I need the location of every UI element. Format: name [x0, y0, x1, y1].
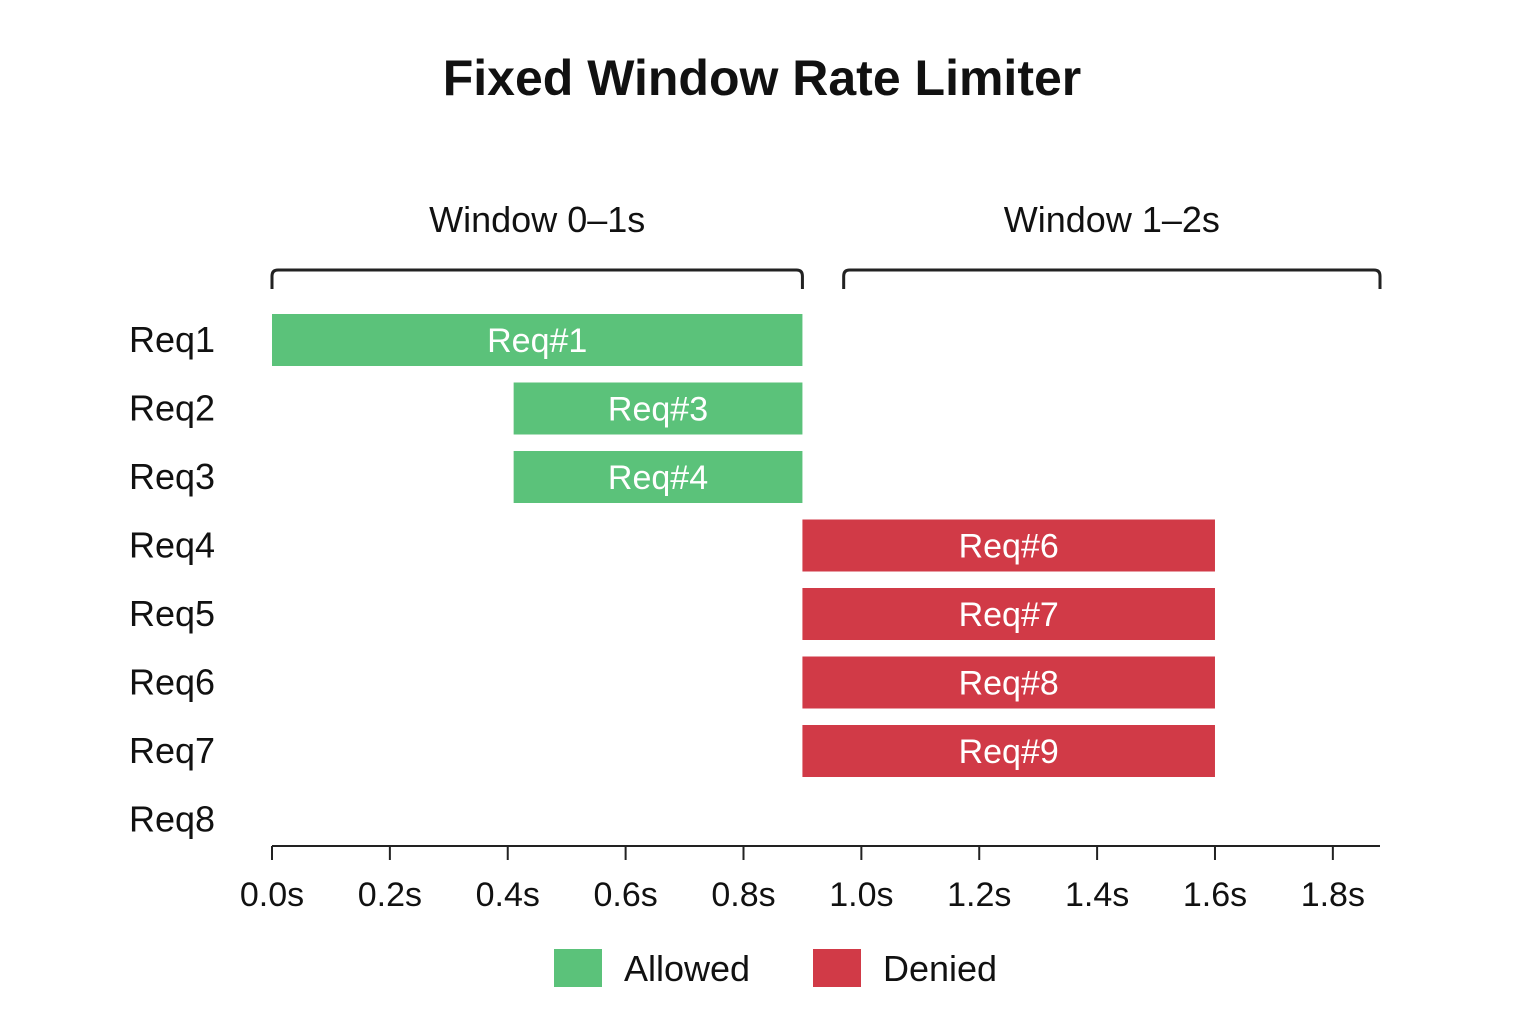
bar-allowed — [513, 451, 803, 503]
legend-label: Allowed — [624, 948, 750, 989]
legend: Allowed Denied — [554, 948, 997, 989]
x-tick-label: 0.6s — [593, 876, 657, 914]
bar-denied — [802, 519, 1215, 572]
row-labels: Req1 Req2 Req3 Req4 Req5 Req6 Req7 Req8 — [129, 319, 215, 840]
chart-title: Fixed Window Rate Limiter — [443, 50, 1082, 106]
bar-denied — [802, 588, 1215, 640]
row-label: Req4 — [129, 525, 215, 566]
row-label: Req8 — [129, 799, 215, 840]
x-tick-label: 0.4s — [476, 876, 540, 914]
row-label: Req2 — [129, 388, 215, 429]
x-tick-label: 0.2s — [358, 876, 422, 914]
x-axis: 0.0s 0.2s 0.4s 0.6s 0.8s 1.0s 1.2s 1.4s 1.6s 1.8s — [240, 845, 1380, 914]
window-bracket — [842, 268, 1382, 289]
x-tick-label: 0.0s — [240, 876, 304, 914]
legend-swatch-denied — [813, 949, 861, 987]
x-tick-label: 1.2s — [947, 876, 1011, 914]
bar-denied — [802, 725, 1215, 777]
row-label: Req1 — [129, 319, 215, 360]
window-label: Window 1–2s — [1004, 199, 1220, 240]
x-tick-label: 0.8s — [711, 876, 775, 914]
bar-label: Req#6 — [959, 528, 1059, 566]
bar-label: Req#9 — [959, 733, 1059, 771]
x-tick-label: 1.8s — [1301, 876, 1365, 914]
x-tick-label: 1.6s — [1183, 876, 1247, 914]
bar-allowed — [513, 382, 803, 435]
row-label: Req7 — [129, 730, 215, 771]
bar-label: Req#7 — [959, 596, 1059, 634]
bar-label: Req#3 — [608, 391, 708, 429]
legend-swatch-allowed — [554, 949, 602, 987]
row-label: Req3 — [129, 456, 215, 497]
bar-denied — [802, 656, 1215, 709]
window-label: Window 0–1s — [429, 199, 645, 240]
x-tick-label: 1.0s — [829, 876, 893, 914]
bar-allowed — [272, 314, 803, 366]
bars-layer: Req#1 Req#3 Req#4 Req#6 Req#7 Req#8 Req#9 — [272, 314, 1215, 777]
row-label: Req5 — [129, 593, 215, 634]
windows-layer: Window 0–1s Window 1–2s — [270, 199, 1382, 289]
legend-label: Denied — [883, 948, 997, 989]
bar-label: Req#1 — [487, 322, 587, 360]
x-tick-label: 1.4s — [1065, 876, 1129, 914]
bar-label: Req#4 — [608, 459, 708, 497]
window-bracket — [270, 268, 804, 289]
bar-label: Req#8 — [959, 665, 1059, 703]
row-label: Req6 — [129, 662, 215, 703]
